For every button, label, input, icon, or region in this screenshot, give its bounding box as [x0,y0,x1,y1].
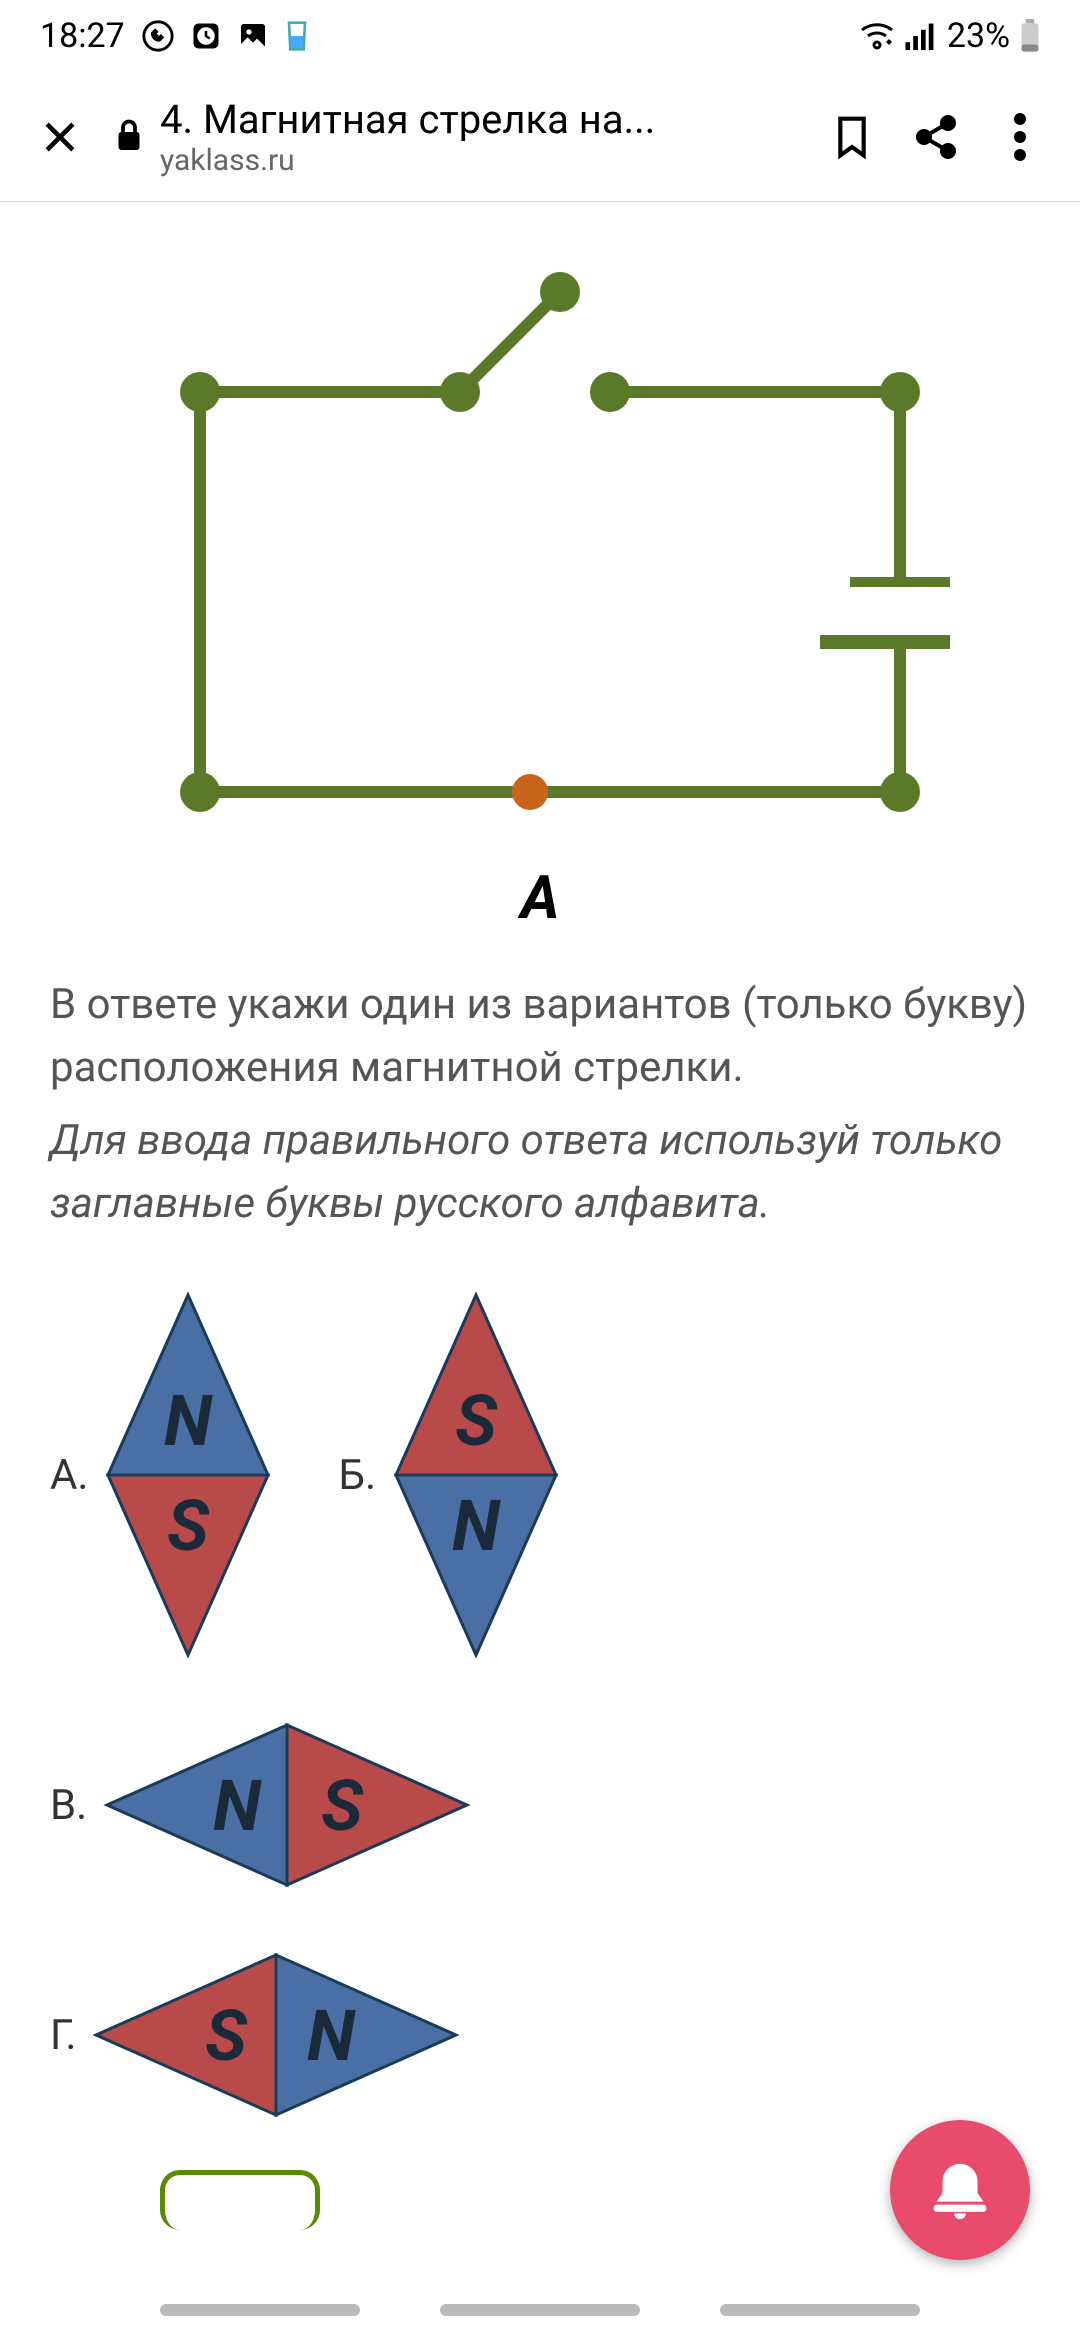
status-right: 23% [859,16,1040,56]
svg-text:N: N [213,1766,262,1848]
menu-button[interactable] [990,107,1050,167]
close-button[interactable] [30,107,90,167]
nav-bar [0,2280,1080,2340]
compass-horizontal-n-left: N S [97,1715,477,1895]
question-text: В ответе укажи один из вариантов (только… [50,973,1030,1099]
nav-recents[interactable] [160,2304,360,2316]
answer-option-a[interactable]: А. N S [50,1285,278,1665]
nav-back[interactable] [720,2304,920,2316]
answer-label: Г. [50,2011,76,2060]
whatsapp-icon [141,19,175,53]
svg-text:N: N [165,1381,214,1463]
notification-fab[interactable] [890,2120,1030,2260]
answer-input-box[interactable] [160,2170,320,2230]
circuit-diagram [50,232,1030,852]
clock-icon [191,21,221,51]
compass-vertical-s-up: S N [386,1285,566,1665]
svg-text:S: S [455,1381,498,1463]
svg-text:N: N [307,1996,356,2078]
answer-label: Б. [338,1451,376,1500]
answer-option-v[interactable]: В. N S [50,1715,1030,1895]
svg-text:N: N [452,1486,501,1568]
svg-text:S: S [168,1486,211,1568]
answer-label: В. [50,1781,87,1830]
circuit-label: A [50,862,1030,933]
battery-icon [1020,19,1040,53]
compass-vertical-n-up: N S [98,1285,278,1665]
answer-option-g[interactable]: Г. S N [50,1945,1030,2125]
status-left: 18:27 [40,16,309,56]
compass-horizontal-s-left: S N [86,1945,466,2125]
content: A В ответе укажи один из вариантов (толь… [0,202,1080,2155]
svg-text:S: S [321,1766,364,1848]
status-bar: 18:27 23% [0,0,1080,72]
answer-option-b[interactable]: Б. S N [338,1285,566,1665]
wifi-icon [859,21,895,51]
answers: А. N S Б. S N В. [50,1285,1030,2125]
svg-text:S: S [206,1996,249,2078]
domain-text: yaklass.ru [160,143,655,178]
lock-icon [114,117,144,157]
nav-home[interactable] [440,2304,640,2316]
bookmark-button[interactable] [822,107,882,167]
share-button[interactable] [906,107,966,167]
url-text: 4. Магнитная стрелка на... yaklass.ru [160,96,655,178]
page-title: 4. Магнитная стрелка на... [160,96,655,143]
glass-icon [285,20,309,52]
image-icon [237,20,269,52]
answer-label: А. [50,1451,88,1500]
url-area[interactable]: 4. Магнитная стрелка на... yaklass.ru [114,96,798,178]
status-time: 18:27 [40,16,125,56]
question-hint: Для ввода правильного ответа используй т… [50,1109,1030,1235]
browser-bar: 4. Магнитная стрелка на... yaklass.ru [0,72,1080,202]
bell-icon [925,2155,995,2225]
signal-icon [905,22,937,50]
battery-percent: 23% [947,16,1010,56]
